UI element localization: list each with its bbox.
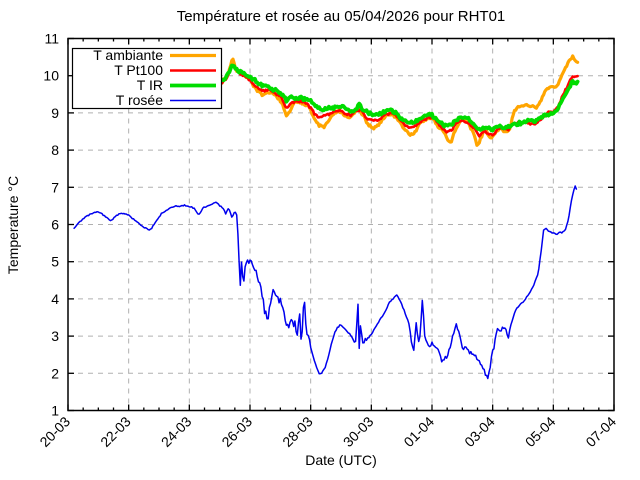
x-tick-label: 03-04 <box>461 413 498 450</box>
y-tick-label: 1 <box>51 403 59 419</box>
legend-label-t-ambiante: T ambiante <box>93 47 163 63</box>
x-tick-label: 01-04 <box>400 413 437 450</box>
x-tick-label: 24-03 <box>158 413 195 450</box>
x-axis-label: Date (UTC) <box>305 452 377 468</box>
x-tick-label: 22-03 <box>97 413 134 450</box>
y-tick-label: 4 <box>51 291 59 307</box>
y-tick-label: 11 <box>44 31 59 47</box>
x-tick-label: 26-03 <box>218 413 255 450</box>
series-line-t-pt100 <box>220 64 579 138</box>
plot-border <box>67 37 615 412</box>
series-line-t-ambiante <box>220 54 580 147</box>
chart-title: Température et rosée au 05/04/2026 pour … <box>176 8 506 25</box>
y-tick-label: 7 <box>51 179 59 195</box>
x-tick-label: 07-04 <box>582 413 619 450</box>
x-tick-label: 20-03 <box>36 413 73 450</box>
y-tick-label: 2 <box>51 365 59 381</box>
legend-label-t-ir: T IR <box>137 77 163 93</box>
y-tick-label: 9 <box>51 105 59 121</box>
x-tick-label: 28-03 <box>279 413 316 450</box>
x-tick-label: 05-04 <box>522 413 559 450</box>
y-tick-label: 8 <box>51 142 59 158</box>
legend-box <box>71 47 223 110</box>
legend-label-t-rosée: T rosée <box>116 92 163 108</box>
y-tick-label: 5 <box>51 254 59 270</box>
legend-label-t-pt100: T Pt100 <box>114 62 163 78</box>
y-tick-label: 6 <box>51 217 59 233</box>
y-axis-label: Temperature °C <box>5 175 21 275</box>
x-tick-label: 30-03 <box>340 413 377 450</box>
series-line-t-rosée <box>73 185 578 380</box>
series-line-t-ir <box>220 63 580 133</box>
y-tick-label: 3 <box>51 328 59 344</box>
y-tick-label: 10 <box>43 68 59 84</box>
